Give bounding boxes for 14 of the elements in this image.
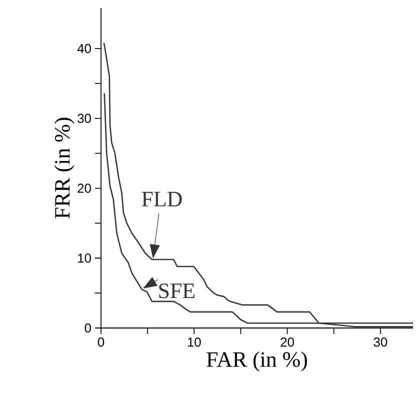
x-tick-label: 10 [188, 338, 201, 347]
y-tick-label: 20 [78, 184, 91, 193]
y-tick-label: 10 [78, 254, 91, 263]
y-tick-label: 0 [84, 323, 91, 333]
x-axis-title: FAR (in %) [206, 352, 307, 372]
x-tick-label: 30 [374, 338, 388, 347]
x-tick-label: 0 [98, 338, 104, 347]
y-tick-label: 40 [77, 44, 91, 54]
line-series [103, 42, 414, 324]
y-tick-label: 30 [78, 114, 91, 123]
series-label: FLD [142, 192, 182, 206]
legend-label: SFE [159, 284, 194, 298]
y-axis-title: FRR (in %) [54, 118, 74, 219]
x-tick-label: 20 [280, 338, 294, 347]
